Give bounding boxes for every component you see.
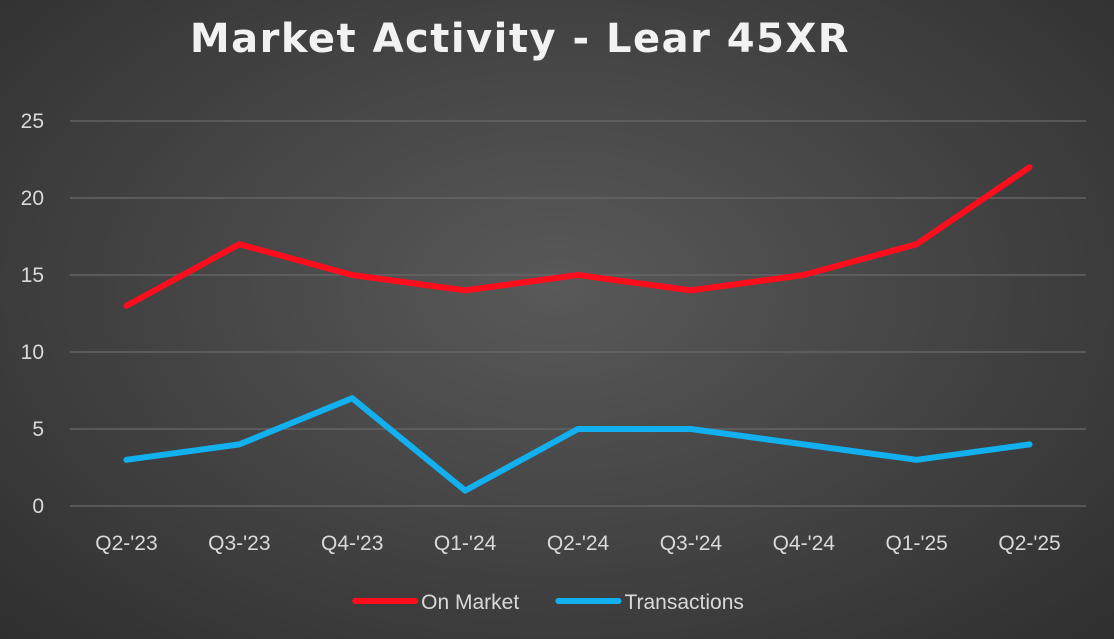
y-tick-label: 20 — [21, 187, 44, 210]
x-tick-label: Q2-'23 — [95, 532, 157, 555]
y-tick-label: 5 — [32, 418, 44, 441]
y-tick-label: 10 — [21, 341, 44, 364]
chart-title: Market Activity - Lear 45XR — [190, 16, 850, 62]
x-tick-label: Q3-'23 — [208, 532, 270, 555]
legend-label-on-market: On Market — [421, 591, 519, 614]
series-line-transactions — [123, 395, 1033, 494]
x-tick-label: Q3-'24 — [660, 532, 723, 555]
x-tick-label: Q1-'25 — [885, 532, 947, 555]
x-tick-label: Q4-'23 — [321, 532, 383, 555]
x-tick-label: Q2-'24 — [547, 532, 610, 555]
x-tick-label: Q4-'24 — [773, 532, 836, 555]
y-axis-tick-labels: 0 5 10 15 20 25 — [21, 110, 44, 518]
gridlines — [70, 120, 1086, 507]
legend-label-transactions: Transactions — [624, 591, 743, 614]
x-axis-tick-labels: Q2-'23 Q3-'23 Q4-'23 Q1-'24 Q2-'24 Q3-'24 Q4-'… — [95, 532, 1060, 555]
y-tick-label: 15 — [21, 264, 44, 287]
series-lines — [123, 164, 1033, 494]
x-tick-label: Q1-'24 — [434, 532, 497, 555]
legend: On Market Transactions — [352, 591, 744, 614]
y-tick-label: 0 — [32, 495, 44, 518]
series-line-on-market — [123, 164, 1033, 309]
x-tick-label: Q2-'25 — [998, 532, 1060, 555]
y-tick-label: 25 — [21, 110, 44, 133]
